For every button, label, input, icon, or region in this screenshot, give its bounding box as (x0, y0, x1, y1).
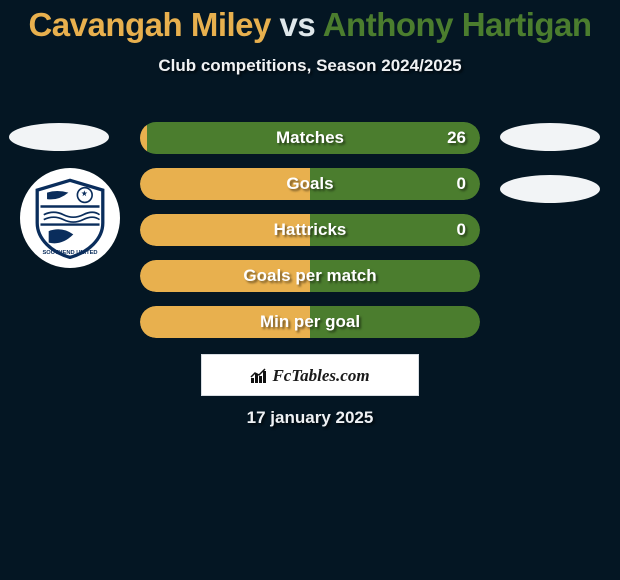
bar-gpm-label: Goals per match (140, 266, 480, 286)
brand-text: FcTables.com (272, 366, 369, 385)
page-title: Cavangah Miley vs Anthony Hartigan (0, 0, 620, 44)
bar-goals-right-value: 0 (457, 174, 466, 194)
vs-label: vs (280, 6, 316, 43)
player2-club-placeholder (500, 175, 600, 203)
brand-badge: FcTables.com (201, 354, 419, 396)
stat-bars: Matches 26 Goals 0 Hattricks 0 Goals per… (140, 122, 480, 352)
bar-matches-label: Matches (140, 128, 480, 148)
bar-matches-right-value: 26 (447, 128, 466, 148)
player1-flag-placeholder (9, 123, 109, 151)
club-crest-icon: SOUTHEND UNITED (20, 168, 120, 268)
svg-text:SOUTHEND UNITED: SOUTHEND UNITED (42, 250, 97, 256)
bar-goals: Goals 0 (140, 168, 480, 200)
bar-hattricks-label: Hattricks (140, 220, 480, 240)
bar-hattricks-right-value: 0 (457, 220, 466, 240)
player1-name: Cavangah Miley (28, 6, 270, 43)
player2-flag-placeholder (500, 123, 600, 151)
chart-icon (250, 368, 268, 384)
bar-mpg: Min per goal (140, 306, 480, 338)
bar-goals-label: Goals (140, 174, 480, 194)
date-label: 17 january 2025 (0, 408, 620, 428)
bar-matches: Matches 26 (140, 122, 480, 154)
subtitle: Club competitions, Season 2024/2025 (0, 56, 620, 76)
bar-hattricks: Hattricks 0 (140, 214, 480, 246)
bar-gpm: Goals per match (140, 260, 480, 292)
bar-mpg-label: Min per goal (140, 312, 480, 332)
player2-name: Anthony Hartigan (323, 6, 592, 43)
